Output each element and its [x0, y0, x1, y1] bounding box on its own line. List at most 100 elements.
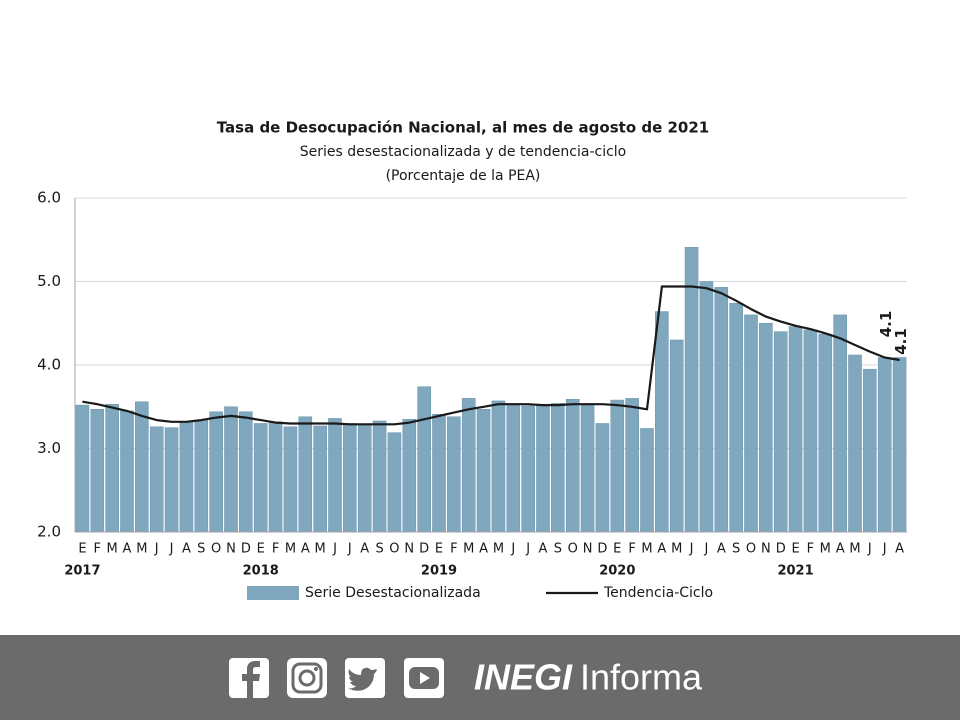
x-tick-label: M: [315, 542, 326, 557]
x-tick-label: M: [849, 542, 860, 557]
bar: [833, 314, 847, 533]
x-tick-label: N: [226, 542, 236, 557]
bar: [135, 401, 149, 533]
value-label: 4.1: [892, 328, 910, 355]
x-tick-label: O: [389, 542, 399, 557]
x-tick-label: D: [776, 542, 786, 557]
bar: [610, 399, 625, 533]
bars: [75, 247, 907, 533]
x-tick-label: A: [895, 542, 904, 557]
x-tick-label: N: [583, 542, 593, 557]
lines: [82, 285, 900, 426]
bar: [595, 423, 610, 533]
bar: [224, 406, 238, 533]
x-tick-label: F: [272, 542, 279, 557]
trend-line: [82, 285, 900, 426]
x-tick-label: M: [285, 542, 296, 557]
x-tick-label: E: [435, 542, 443, 557]
bar: [506, 403, 521, 533]
bar: [328, 418, 342, 533]
value-label: 4.1: [877, 311, 895, 338]
x-tick-label: M: [136, 542, 147, 557]
legend: Serie Desestacionalizada Tendencia-Ciclo: [247, 585, 713, 601]
bar: [461, 398, 476, 533]
x-tick-label: F: [807, 542, 814, 557]
year-label: 2017: [64, 564, 100, 579]
bar: [105, 403, 119, 533]
x-tick-label: A: [301, 542, 310, 557]
bar: [684, 247, 699, 533]
axes: 2.03.04.05.06.0E F M A M J J A S O N D E F M A M J J A S O N D E…: [37, 189, 907, 579]
bar: [729, 302, 743, 533]
x-tick-label: S: [197, 542, 205, 557]
x-tick-label: N: [761, 542, 771, 557]
bar: [75, 404, 90, 533]
bar: [209, 411, 223, 533]
bar: [580, 404, 595, 533]
x-tick-label: O: [568, 542, 578, 557]
bar: [699, 281, 714, 533]
x-tick-label: J: [689, 542, 694, 557]
x-tick-label: S: [732, 542, 740, 557]
x-tick-label: J: [332, 542, 337, 557]
bar: [268, 421, 283, 533]
legend-swatch: [247, 586, 299, 600]
x-tick-label: A: [836, 542, 845, 557]
x-tick-label: A: [717, 542, 726, 557]
legend-label: Tendencia-Ciclo: [603, 585, 713, 601]
instagram-icon[interactable]: [287, 658, 327, 698]
x-tick-label: J: [882, 542, 887, 557]
bar: [447, 416, 461, 533]
y-tick-label: 2.0: [37, 523, 61, 541]
x-tick-label: E: [613, 542, 621, 557]
footer-band: [0, 635, 960, 720]
x-tick-label: M: [463, 542, 474, 557]
chart-title: Tasa de Desocupación Nacional, al mes de…: [217, 119, 709, 137]
x-tick-label: E: [791, 542, 799, 557]
bar: [313, 425, 327, 533]
bar: [432, 414, 446, 533]
x-tick-label: J: [525, 542, 530, 557]
x-tick-label: J: [154, 542, 159, 557]
x-tick-label: A: [479, 542, 488, 557]
x-tick-label: E: [257, 542, 265, 557]
x-tick-label: M: [671, 542, 682, 557]
footer-brand: INEGI: [474, 657, 573, 698]
bar: [521, 405, 535, 533]
x-tick-label: S: [554, 542, 562, 557]
bar: [194, 419, 209, 533]
x-tick-label: D: [241, 542, 251, 557]
x-tick-label: A: [360, 542, 369, 557]
facebook-icon[interactable]: [229, 658, 269, 698]
bar: [298, 416, 313, 533]
bar: [387, 432, 402, 533]
bar: [536, 404, 550, 533]
y-tick-label: 5.0: [37, 272, 61, 290]
bar: [283, 426, 298, 533]
x-tick-label: A: [657, 542, 666, 557]
x-tick-label: D: [419, 542, 429, 557]
bar: [818, 333, 833, 533]
x-tick-label: M: [641, 542, 652, 557]
x-tick-label: M: [493, 542, 504, 557]
bar: [759, 323, 773, 533]
year-label: 2021: [777, 564, 813, 579]
bar: [476, 409, 491, 533]
chart-subtitle: Series desestacionalizada y de tendencia…: [300, 144, 627, 160]
x-tick-label: O: [746, 542, 756, 557]
bar: [877, 357, 892, 533]
twitter-icon[interactable]: [345, 658, 385, 698]
x-tick-label: F: [94, 542, 101, 557]
bar: [417, 386, 431, 533]
bar: [565, 398, 580, 533]
year-label: 2019: [421, 564, 457, 579]
youtube-icon[interactable]: [404, 658, 444, 698]
x-tick-label: F: [628, 542, 635, 557]
x-tick-label: M: [820, 542, 831, 557]
x-tick-label: N: [404, 542, 414, 557]
bar: [343, 423, 357, 533]
bar: [179, 422, 194, 533]
x-tick-label: E: [78, 542, 86, 557]
bar: [551, 403, 565, 533]
x-tick-label: J: [169, 542, 174, 557]
